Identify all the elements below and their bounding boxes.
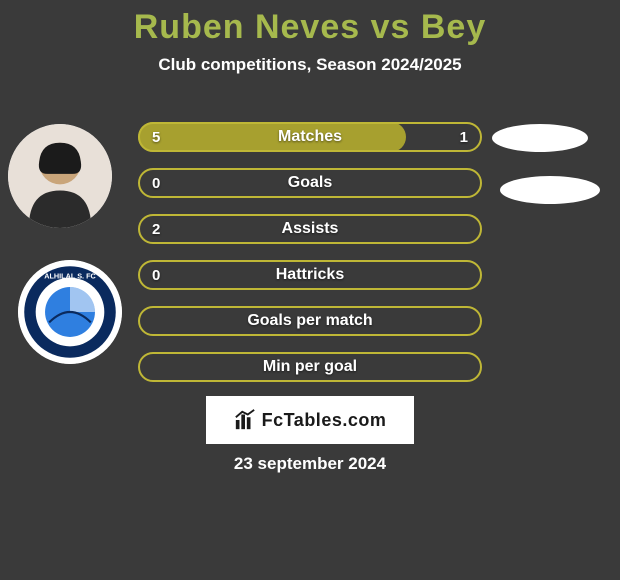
stat-label: Assists xyxy=(138,214,482,244)
stat-label: Goals xyxy=(138,168,482,198)
stat-row-goals-per-match: Goals per match xyxy=(138,306,482,336)
chart-icon xyxy=(234,409,256,431)
branding-badge: FcTables.com xyxy=(206,396,414,444)
person-icon xyxy=(8,124,112,228)
right-pill-2 xyxy=(500,176,600,204)
stat-row-goals: 0 Goals xyxy=(138,168,482,198)
club-badge-icon: ALHILAL S. FC xyxy=(18,260,122,364)
branding-text: FcTables.com xyxy=(262,410,387,431)
stat-rows: 5 Matches 1 0 Goals 2 Assists 0 Hattrick… xyxy=(138,122,482,398)
right-pill-1 xyxy=(492,124,588,152)
stat-row-matches: 5 Matches 1 xyxy=(138,122,482,152)
stat-label: Hattricks xyxy=(138,260,482,290)
stat-row-assists: 2 Assists xyxy=(138,214,482,244)
comparison-title: Ruben Neves vs Bey xyxy=(0,0,620,47)
stat-right-value: 1 xyxy=(460,122,468,152)
snapshot-date: 23 september 2024 xyxy=(0,454,620,474)
stat-label: Goals per match xyxy=(138,306,482,336)
stat-label: Min per goal xyxy=(138,352,482,382)
club-badge: ALHILAL S. FC xyxy=(18,260,122,364)
stat-label: Matches xyxy=(138,122,482,152)
svg-text:ALHILAL S. FC: ALHILAL S. FC xyxy=(44,272,96,281)
stat-row-hattricks: 0 Hattricks xyxy=(138,260,482,290)
stat-row-min-per-goal: Min per goal xyxy=(138,352,482,382)
comparison-subtitle: Club competitions, Season 2024/2025 xyxy=(0,55,620,75)
player-avatar xyxy=(8,124,112,228)
